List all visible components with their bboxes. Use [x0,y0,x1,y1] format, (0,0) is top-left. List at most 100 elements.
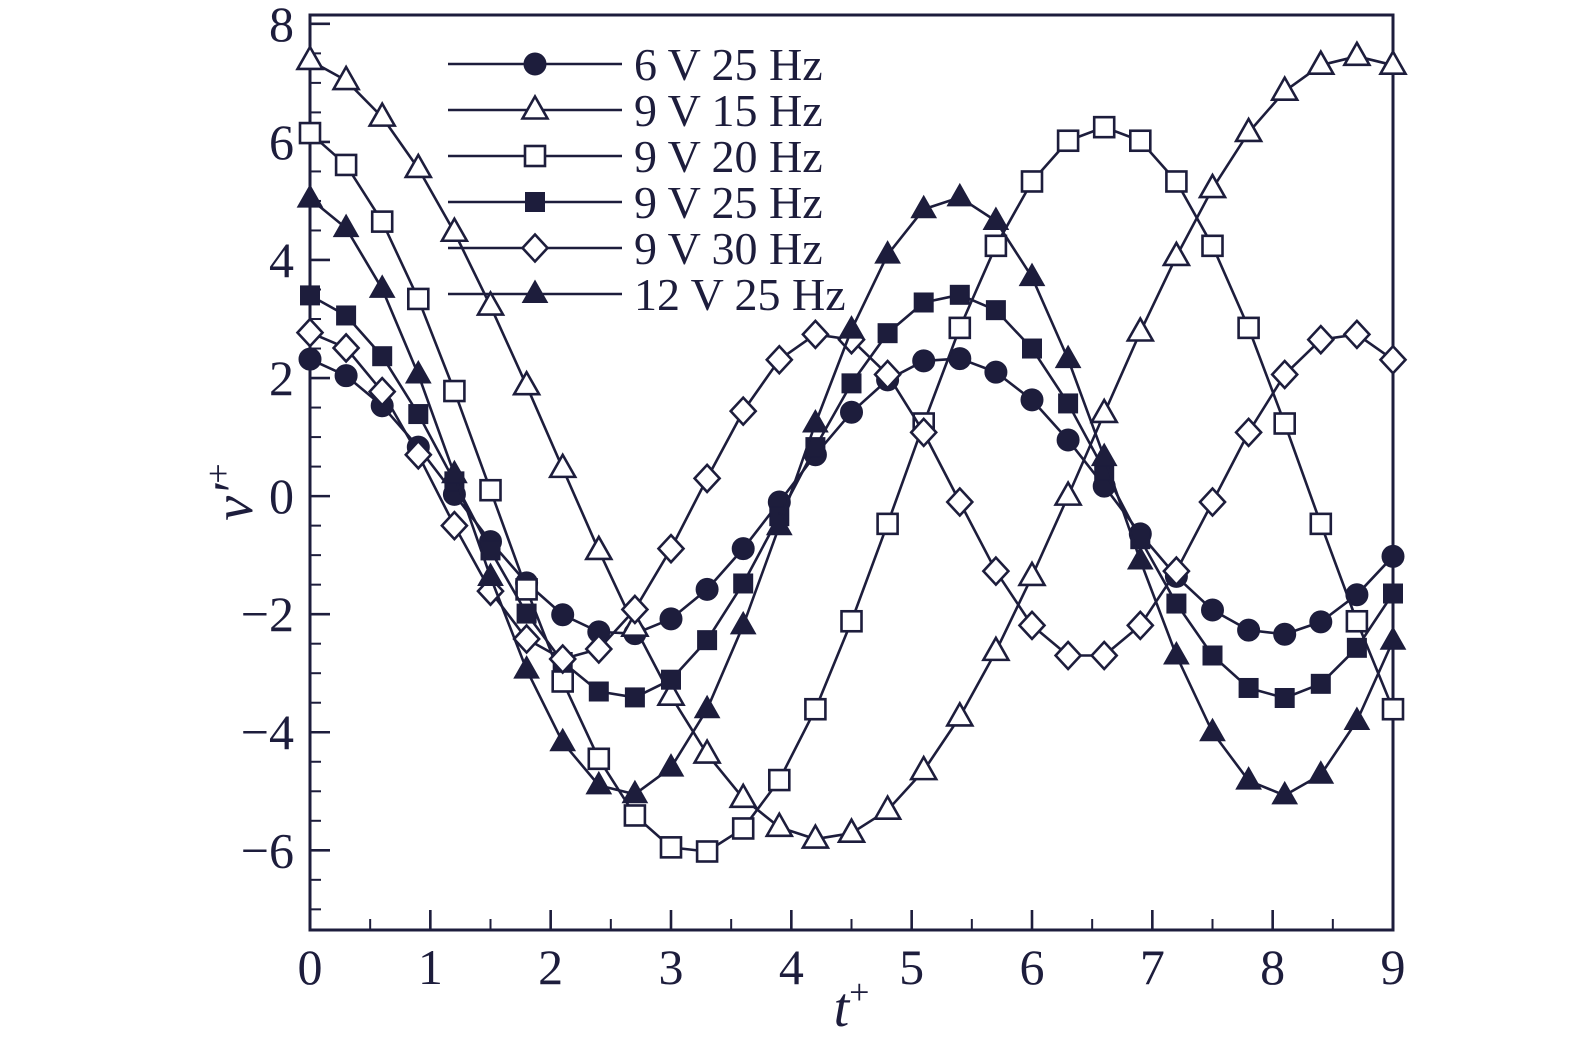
diamond-open-marker [1053,640,1083,671]
triangle-open-marker [836,817,867,843]
square-open-marker [587,747,611,771]
square-open-marker [1345,609,1369,633]
triangle-filled-marker [1379,626,1407,650]
triangle-filled-marker [910,194,938,219]
diamond-open-marker [1162,555,1191,587]
y-tick-label: 0 [269,468,294,524]
square-filled-marker [624,687,645,708]
legend-entry: 6 V 25 Hz [448,39,823,90]
triangle-open-marker [692,737,722,764]
triangle-filled-marker [513,655,540,679]
square-filled-marker [877,323,898,344]
legend-entry: 12 V 25 Hz [448,269,846,320]
square-filled-marker [697,630,718,651]
x-tick-label: 4 [779,939,804,995]
square-filled-marker [525,192,545,212]
square-open-marker [406,287,430,311]
x-tick-label: 9 [1381,939,1406,995]
y-tick-label: −2 [241,586,294,642]
diamond-open-marker [1089,640,1119,671]
y-axis-title: v′+ [198,463,265,520]
square-filled-marker [1310,673,1331,694]
series-12-v-25-hz [296,182,1407,805]
triangle-filled-marker [1090,442,1118,467]
square-open-marker [551,670,575,693]
diamond-open-marker [1342,318,1372,350]
triangle-open-marker [295,44,325,71]
legend: 6 V 25 Hz9 V 15 Hz9 V 20 Hz9 V 25 Hz9 V … [448,39,846,320]
triangle-open-marker [520,93,550,120]
diamond-open-marker [295,317,325,349]
circle-filled-marker [1020,388,1044,412]
square-filled-marker [408,404,429,425]
diamond-open-marker [945,486,975,518]
square-open-marker [695,840,719,863]
triangle-filled-marker [1307,760,1335,784]
square-open-marker [370,210,394,233]
triangle-open-marker [584,534,614,561]
square-open-marker [1129,129,1152,153]
circle-filled-marker [659,607,683,631]
triangle-open-marker [1197,172,1228,199]
square-open-marker [876,512,899,536]
legend-label: 9 V 25 Hz [634,177,823,228]
square-open-marker [623,804,647,827]
square-filled-marker [913,292,934,313]
plot-frame [308,13,1395,932]
square-open-marker [804,697,827,721]
axis-ticks [308,22,1395,930]
series-9-v-30-hz [295,317,1408,675]
circle-filled-marker [551,603,575,627]
triangle-open-marker [1342,40,1372,67]
circle-filled-marker [1381,544,1405,568]
square-filled-marker [661,669,681,690]
square-open-marker [659,836,683,859]
square-open-marker [984,234,1008,258]
legend-entry: 9 V 30 Hz [448,223,823,274]
y-tick-label: 8 [269,0,294,52]
triangle-filled-marker [1343,706,1371,731]
diamond-open-marker [765,344,794,376]
diamond-open-marker [331,332,361,364]
square-open-marker [479,478,502,502]
triangle-open-marker [1161,240,1192,267]
square-filled-marker [1202,645,1223,666]
triangle-filled-marker [621,779,649,804]
square-filled-marker [336,305,357,326]
triangle-open-marker [1269,75,1300,101]
square-open-marker [515,578,538,601]
triangle-filled-marker [1235,766,1262,790]
triangle-open-marker [800,822,831,849]
circle-filled-marker [695,577,719,601]
circle-filled-marker [1201,598,1224,622]
diamond-open-marker [620,594,650,625]
triangle-filled-marker [549,727,577,752]
triangle-filled-marker [946,182,974,207]
diamond-open-marker [512,623,541,655]
square-open-marker [443,379,466,403]
circle-filled-marker [731,537,755,561]
diamond-open-marker [1270,359,1299,390]
square-open-marker [1056,129,1080,153]
triangle-open-marker [439,216,470,243]
square-open-marker [1165,170,1188,193]
square-open-marker [334,153,358,177]
x-axis-title: t+ [834,972,870,1039]
square-filled-marker [733,573,754,594]
triangle-filled-marker [441,459,468,484]
triangle-filled-marker [1199,717,1226,742]
triangle-filled-marker [693,694,721,719]
triangle-filled-marker [296,184,324,208]
triangle-open-marker [656,680,686,707]
square-filled-marker [1274,688,1295,709]
diamond-open-marker [728,395,758,427]
legend-label: 9 V 15 Hz [634,85,823,136]
diamond-open-marker [1234,416,1263,448]
square-filled-marker [300,285,320,306]
square-filled-marker [1383,583,1403,604]
square-filled-marker [949,284,970,305]
triangle-open-marker [367,100,397,127]
triangle-open-marker [981,635,1011,662]
